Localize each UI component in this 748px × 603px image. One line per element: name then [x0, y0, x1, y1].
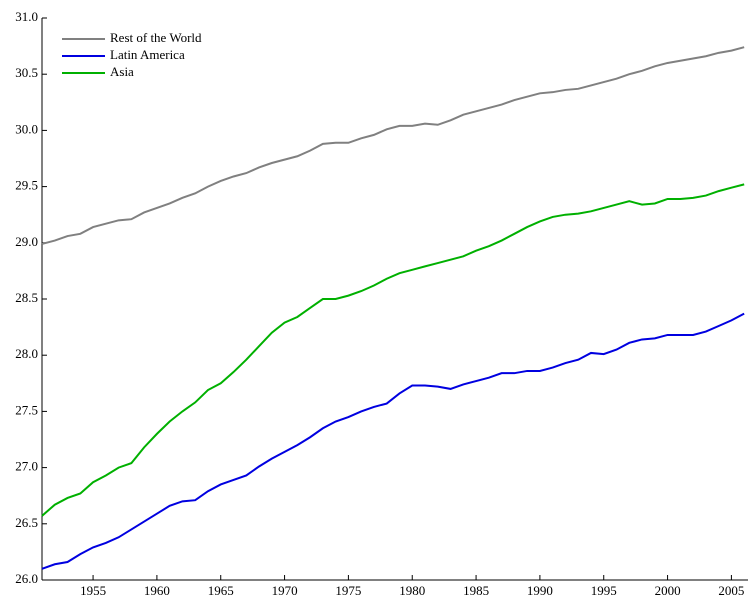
x-tick-label: 1995 [591, 583, 617, 598]
y-tick-label: 30.0 [15, 121, 38, 136]
series-line [41, 46, 745, 245]
x-tick-label: 1955 [80, 583, 106, 598]
y-tick-label: 30.5 [15, 65, 38, 80]
y-tick-label: 29.0 [15, 234, 38, 249]
y-tick-label: 29.5 [15, 178, 38, 193]
legend-label: Latin America [110, 47, 185, 62]
x-tick-label: 1975 [335, 583, 361, 598]
series-line [41, 183, 745, 517]
y-tick-label: 26.5 [15, 515, 38, 530]
x-tick-label: 1965 [208, 583, 234, 598]
x-tick-label: 1985 [463, 583, 489, 598]
x-tick-label: 1970 [272, 583, 298, 598]
y-tick-label: 31.0 [15, 9, 38, 24]
x-tick-label: 1980 [399, 583, 425, 598]
y-tick-label: 28.5 [15, 290, 38, 305]
y-tick-label: 27.0 [15, 459, 38, 474]
y-tick-label: 27.5 [15, 402, 38, 417]
legend-label: Rest of the World [110, 30, 202, 45]
x-tick-label: 1990 [527, 583, 553, 598]
y-tick-label: 28.0 [15, 346, 38, 361]
legend-label: Asia [110, 64, 134, 79]
y-tick-label: 26.0 [15, 571, 38, 586]
x-tick-label: 2000 [655, 583, 681, 598]
series-line [41, 312, 745, 570]
x-tick-label: 1960 [144, 583, 170, 598]
x-tick-label: 2005 [718, 583, 744, 598]
